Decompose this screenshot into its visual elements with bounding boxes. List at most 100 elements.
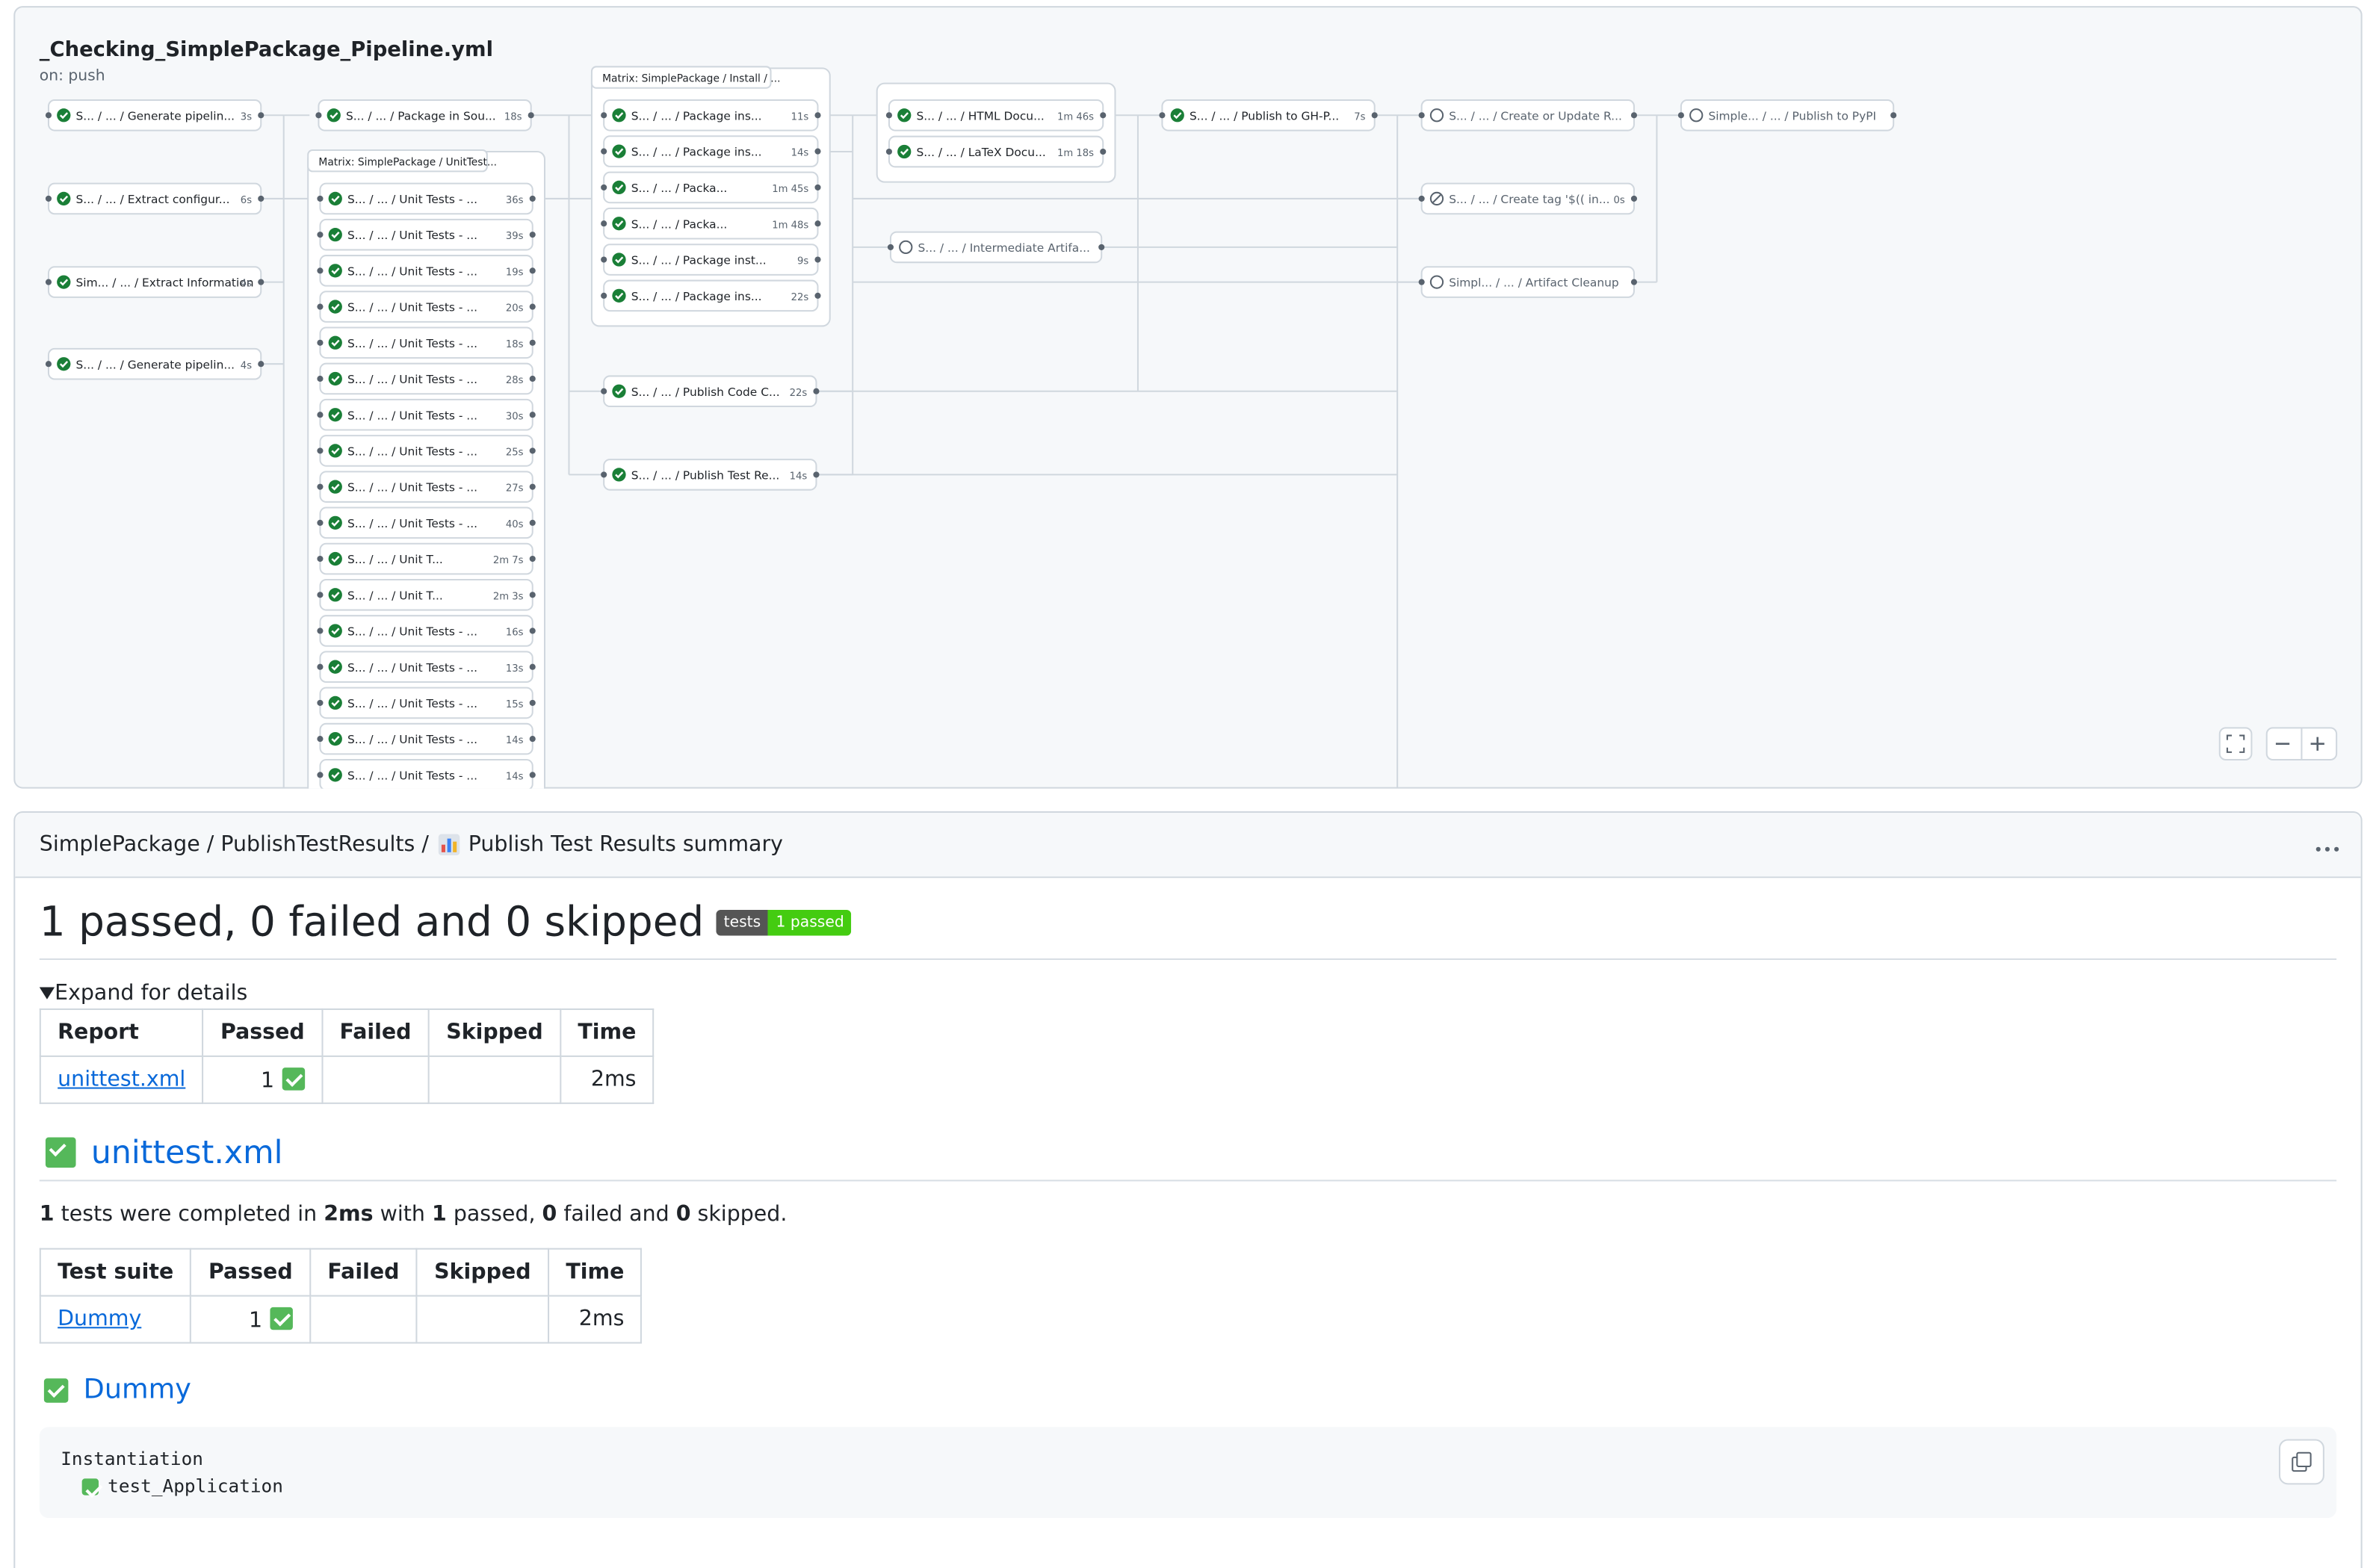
port	[258, 112, 264, 119]
job-label: Simpl... / ... / Artifact Cleanup	[1449, 276, 1618, 290]
job-node[interactable]: S... / ... / Package ins... 14s	[601, 135, 821, 167]
matrix-title: Matrix: SimplePackage / UnitTest...	[318, 156, 497, 168]
header-cell: Failed	[309, 1248, 418, 1297]
port	[1418, 112, 1425, 119]
job-node[interactable]: S... / ... / Unit Tests - ... 20s	[317, 291, 536, 323]
job-node[interactable]: S... / ... / Create or Update R...	[1418, 99, 1638, 131]
job-node[interactable]: S... / ... / Generate pipelin... 3s	[45, 99, 264, 131]
job-node[interactable]: S... / ... / Unit Tests - ... 25s	[317, 435, 536, 467]
job-node[interactable]: Simpl... / ... / Artifact Cleanup	[1418, 266, 1638, 298]
status-success	[327, 108, 341, 123]
link[interactable]: unittest.xml	[58, 1067, 186, 1092]
job-node[interactable]: S... / ... / Package inst... 9s	[601, 244, 821, 276]
job-node[interactable]: S... / ... / Unit Tests - ... 36s	[317, 182, 536, 215]
copy-button[interactable]	[2278, 1439, 2324, 1485]
status-success	[612, 217, 626, 231]
job-node[interactable]: S... / ... / Intermediate Artifa...	[887, 231, 1105, 264]
more-button[interactable]	[2315, 830, 2339, 859]
suite-link[interactable]: Dummy	[83, 1374, 191, 1406]
job-node[interactable]: S... / ... / Packa... 1m 48s	[601, 207, 821, 240]
job-node[interactable]: S... / ... / Unit Tests - ... 39s	[317, 218, 536, 251]
job-node[interactable]: S... / ... / Package ins... 22s	[601, 279, 821, 312]
port	[45, 361, 52, 368]
report-link[interactable]: unittest.xml	[90, 1134, 283, 1171]
job-node[interactable]: S... / ... / Generate pipelin... 4s	[45, 347, 264, 380]
job-label: S... / ... / Packa...	[631, 182, 728, 195]
row: unittest.xml 1 2ms	[39, 1055, 655, 1104]
sentence-part: passed,	[446, 1202, 542, 1227]
zoom-controls[interactable]	[2218, 727, 2338, 761]
sentence-part: 2ms	[324, 1202, 374, 1227]
job-duration: 14s	[506, 771, 524, 782]
port	[1100, 112, 1107, 119]
job-label: S... / ... / LaTeX Docu...	[916, 146, 1045, 159]
code-block: Instantiation test_Application	[39, 1427, 2337, 1519]
status-success	[57, 191, 71, 206]
job-node[interactable]: S... / ... / Unit Tests - ... 40s	[317, 506, 536, 539]
status-success	[328, 624, 342, 638]
job-node[interactable]: S... / ... / Publish Test Re... 14s	[601, 459, 820, 491]
job-duration: 13s	[506, 663, 524, 675]
job-node[interactable]: S... / ... / Publish Code C... 22s	[601, 375, 820, 408]
status-success	[612, 384, 626, 398]
port	[885, 112, 892, 119]
job-label: S... / ... / Publish Code C...	[631, 385, 780, 399]
job-node[interactable]: S... / ... / Unit Tests - ... 27s	[317, 471, 536, 503]
port	[529, 627, 536, 634]
check-mark	[615, 112, 624, 120]
job-node[interactable]: S... / ... / Unit Tests - ... 16s	[317, 615, 536, 647]
job-label: S... / ... / Unit Tests - ...	[347, 264, 477, 278]
job-label: S... / ... / Package in Sou...	[346, 109, 496, 123]
status-success	[328, 660, 342, 674]
status-success	[57, 275, 71, 289]
port	[814, 292, 821, 299]
fullscreen-button[interactable]	[2218, 727, 2253, 761]
job-duration: 28s	[506, 375, 524, 386]
sentence-part: tests were completed in	[54, 1202, 324, 1227]
job-node[interactable]: S... / ... / Unit Tests - ... 28s	[317, 362, 536, 395]
check-mark	[331, 772, 340, 779]
job-label: S... / ... / Unit Tests - ...	[347, 769, 477, 782]
job-node[interactable]: S... / ... / Unit Tests - ... 19s	[317, 255, 536, 287]
status-success	[328, 300, 342, 314]
job-node[interactable]: S... / ... / Unit Tests - ... 18s	[317, 326, 536, 359]
check-mark	[59, 112, 69, 120]
details-toggle[interactable]: Expand for details	[39, 981, 2336, 1005]
job-node[interactable]: S... / ... / Unit Tests - ... 13s	[317, 651, 536, 684]
status-success	[897, 108, 912, 123]
job-node[interactable]: S... / ... / Unit T... 2m 3s	[317, 578, 536, 611]
link[interactable]: Dummy	[58, 1307, 142, 1332]
status-success	[328, 588, 342, 602]
job-node[interactable]: S... / ... / Create tag '$(( in... 0s	[1418, 182, 1638, 215]
status-success	[612, 144, 626, 158]
job-node[interactable]: S... / ... / Unit Tests - ... 14s	[317, 759, 536, 789]
job-node[interactable]: S... / ... / Unit Tests - ... 14s	[317, 722, 536, 755]
job-label: S... / ... / Package ins...	[631, 290, 762, 303]
job-node[interactable]: S... / ... / LaTeX Docu... 1m 18s	[885, 135, 1107, 168]
header-cell: Time	[547, 1248, 643, 1297]
check-mark	[615, 388, 624, 395]
job-node[interactable]: S... / ... / Unit Tests - ... 15s	[317, 687, 536, 719]
badge-label: tests	[716, 910, 769, 936]
header-row: Test suite Passed Failed Skipped Time	[39, 1248, 643, 1297]
status-success	[328, 551, 342, 566]
port	[1159, 112, 1166, 119]
job-node[interactable]: S... / ... / HTML Docu... 1m 46s	[885, 99, 1107, 131]
check-mark	[59, 279, 69, 286]
details-label[interactable]: Expand for details	[55, 981, 248, 1005]
job-node[interactable]: S... / ... / Extract configur... 6s	[45, 182, 264, 215]
job-node[interactable]: Simple... / ... / Publish to PyPI	[1677, 99, 1897, 131]
port	[317, 699, 324, 706]
job-node[interactable]: S... / ... / Publish to GH-P... 7s	[1159, 99, 1378, 131]
job-node[interactable]: S... / ... / Packa... 1m 45s	[601, 171, 821, 204]
caret-icon	[39, 987, 55, 1000]
job-node[interactable]: S... / ... / Package in Sou... 18s	[315, 99, 534, 131]
fullscreen-icon	[2226, 734, 2245, 753]
job-node[interactable]: S... / ... / Unit T... 2m 7s	[317, 542, 536, 575]
job-label: S... / ... / Intermediate Artifa...	[918, 241, 1090, 255]
job-node[interactable]: S... / ... / Package ins... 11s	[601, 99, 821, 131]
job-label: S... / ... / Unit T...	[347, 589, 443, 602]
job-node[interactable]: S... / ... / Unit Tests - ... 30s	[317, 398, 536, 431]
port	[814, 220, 821, 227]
